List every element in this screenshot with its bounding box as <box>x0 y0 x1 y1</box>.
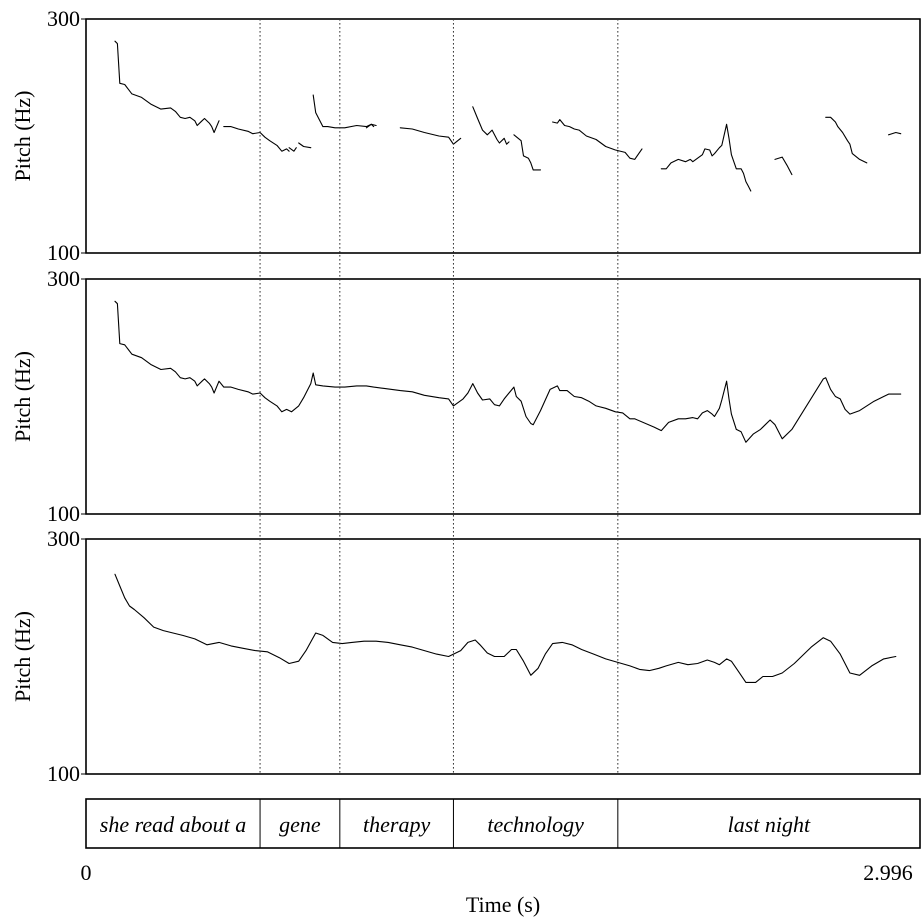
y-axis-title: Pitch (Hz) <box>10 351 35 442</box>
x-axis-title: Time (s) <box>466 892 540 917</box>
pitch-series-segment <box>660 123 752 192</box>
pitch-series-segment <box>399 127 462 145</box>
panel-frame <box>85 278 921 515</box>
y-axis-title: Pitch (Hz) <box>10 90 35 181</box>
pitch-series-segment <box>365 123 377 129</box>
word-boundary-lines <box>259 19 619 774</box>
pitch-panel-3: 300 100 Pitch (Hz) <box>10 526 921 786</box>
pitch-series-segment <box>114 300 902 443</box>
pitch-series-segment <box>774 156 793 176</box>
pitch-series-segment <box>223 126 290 152</box>
text-tier: she read about a gene therapy technology las… <box>85 798 921 849</box>
pitch-series-segment <box>472 106 510 145</box>
y-min-label: 100 <box>47 761 80 786</box>
tier-word: gene <box>279 812 321 837</box>
y-max-label: 300 <box>47 526 80 551</box>
pitch-series-segment <box>114 573 897 683</box>
x-axis: 0 2.996 Time (s) <box>81 860 913 917</box>
pitch-series-segment <box>552 119 643 160</box>
y-max-label: 300 <box>47 6 80 31</box>
pitch-series-segment <box>114 40 220 134</box>
tier-frame <box>85 798 921 849</box>
pitch-series-segment <box>298 142 312 149</box>
tier-word: she read about a <box>100 812 246 837</box>
pitch-series-segment <box>513 134 542 171</box>
x-start-label: 0 <box>81 860 92 885</box>
y-max-label: 300 <box>47 266 80 291</box>
pitch-series-segment <box>288 147 297 152</box>
tier-word: last night <box>728 812 811 837</box>
tier-word: therapy <box>363 812 430 837</box>
y-min-label: 100 <box>47 501 80 526</box>
pitch-series-segment <box>312 94 375 129</box>
pitch-series-segment <box>825 116 868 164</box>
panel-frame <box>85 18 921 254</box>
x-end-label: 2.996 <box>863 860 913 885</box>
tier-word: technology <box>487 812 584 837</box>
pitch-panel-2: 300 100 Pitch (Hz) <box>10 266 921 526</box>
y-min-label: 100 <box>47 240 80 265</box>
panel-frame <box>85 538 921 775</box>
y-axis-title: Pitch (Hz) <box>10 611 35 702</box>
pitch-series-segment <box>888 131 902 136</box>
pitch-panel-1: 300 100 Pitch (Hz) <box>10 6 921 265</box>
